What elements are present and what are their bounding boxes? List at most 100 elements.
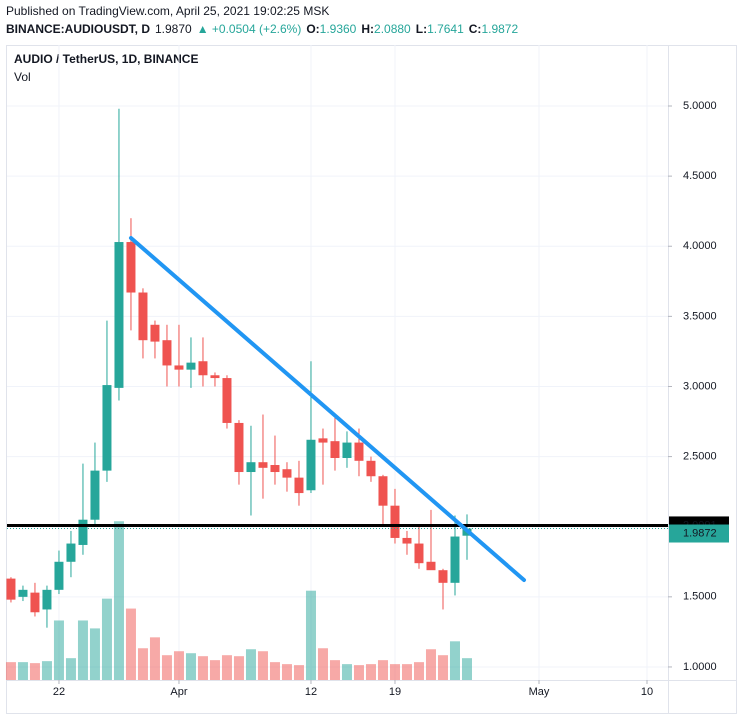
candle-body [210,375,220,379]
candle-body [318,438,328,443]
candle-body [138,292,148,341]
candle-body [234,422,244,473]
candle-body [78,519,88,545]
x-tick-label: 22 [53,686,65,698]
volume-bar [41,661,52,680]
candle-body [270,465,280,473]
y-tick-label: 5.0000 [683,100,717,112]
last-price: 1.9870 [155,22,192,36]
y-tick-label: 4.5000 [683,170,717,182]
candle-body [126,242,136,293]
y-tick-label: 3.5000 [683,310,717,322]
candle-body [378,476,388,506]
symbol: BINANCE:AUDIOUSDT, D 1.9870 ▲ +0.0504 (+2.… [6,22,518,36]
volume-bar [89,628,100,680]
volume-bar [341,664,352,680]
candle-body [282,469,292,478]
volume-bar [173,651,184,680]
ohlc-label: O: [306,22,319,36]
plot [5,45,668,680]
candle-body [366,460,376,477]
volume-bar [101,598,112,680]
volume-bar [293,665,304,680]
volume-bar [353,665,364,680]
candle-body [330,441,340,459]
candle-body [246,462,256,473]
candle-body [18,589,28,597]
volume-bar [245,649,256,680]
candle-body [30,592,40,613]
volume-bar [233,656,244,680]
candle-body [42,589,52,610]
volume-bar [317,648,328,680]
ohlc-value: 1.9360 [320,22,357,36]
volume-bar [197,656,208,680]
candle-body [426,561,436,571]
volume-bar [449,641,460,680]
y-tick-label: 2.5000 [683,451,717,463]
volume-bar [17,662,28,680]
x-tick-label: 10 [641,686,653,698]
candle-body [102,385,112,471]
volume-bar [29,663,40,680]
volume-bar [269,662,280,680]
candle-body [186,362,196,370]
change: ▲ +0.0504 (+2.6%) [197,22,302,36]
symbol-text: BINANCE:AUDIOUSDT, D [6,22,150,36]
volume-bar [221,655,232,680]
price-tag-label: 1.9872 [683,527,717,539]
volume-bar [281,664,292,680]
candle-body [402,537,412,544]
y-tick-label: 4.0000 [683,240,717,252]
x-tick-label: May [529,686,550,698]
candle-body [90,470,100,520]
volume-bar [389,664,400,680]
ohlc-label: C: [469,22,482,36]
candle-body [114,242,124,388]
ohlc-value: 1.9872 [481,22,518,36]
volume-bar [209,660,220,680]
x-tick-label: Apr [170,686,187,698]
candle-body [6,578,16,600]
volume-bar [161,655,172,680]
volume-bar [377,660,388,680]
candle-body [150,324,160,342]
volume-bar [137,648,148,680]
price-tag [669,524,729,543]
candle-body [66,543,76,562]
candle-body [342,442,352,459]
candle-body [414,543,424,564]
volume-bar [401,664,412,680]
volume-bar [5,662,16,680]
volume-bar [365,664,376,680]
ohlc-value: 1.7641 [427,22,464,36]
volume-bar [125,608,136,680]
candle-body [390,505,400,538]
volume-bar [461,658,472,680]
candle-body [222,378,232,423]
candle-body [162,340,172,366]
candle-body [354,442,364,461]
x-tick-label: 19 [389,686,401,698]
volume-bar [53,620,64,680]
volume-bar [149,637,160,680]
candle-body [450,536,460,583]
candle-body [294,477,304,494]
volume-bar [257,651,268,680]
trendline [128,235,526,583]
volume-bar [185,653,196,680]
volume-bar [413,662,424,680]
volume-bar [77,620,88,680]
volume-bar [329,660,340,680]
candle-body [54,561,64,590]
ohlc-value: 2.0880 [374,22,411,36]
y-tick-label: 3.0000 [683,380,717,392]
volume-label: Vol [14,70,31,84]
candle-body [306,439,316,491]
x-tick-label: 12 [305,686,317,698]
ohlc-label: H: [361,22,374,36]
candle-body [174,365,184,370]
y-tick-label: 1.5000 [683,591,717,603]
candle-body [198,361,208,376]
